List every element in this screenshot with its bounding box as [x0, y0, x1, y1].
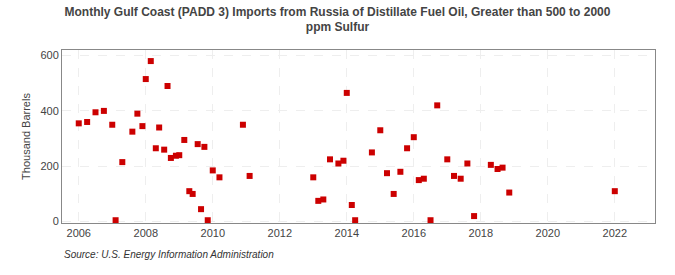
svg-text:200: 200 [40, 160, 58, 172]
svg-text:400: 400 [40, 105, 58, 117]
svg-text:2020: 2020 [536, 227, 560, 239]
svg-text:2014: 2014 [335, 227, 359, 239]
svg-text:2016: 2016 [402, 227, 426, 239]
svg-text:0: 0 [53, 215, 59, 227]
svg-text:2008: 2008 [134, 227, 158, 239]
svg-text:2006: 2006 [67, 227, 91, 239]
svg-text:2018: 2018 [469, 227, 493, 239]
svg-text:Thousand Barrels: Thousand Barrels [20, 93, 32, 180]
svg-text:Monthly Gulf Coast (PADD 3) Im: Monthly Gulf Coast (PADD 3) Imports from… [65, 5, 611, 35]
svg-text:Source: U.S. Energy Informatio: Source: U.S. Energy Information Administ… [64, 249, 274, 260]
svg-text:600: 600 [40, 49, 58, 61]
svg-text:2022: 2022 [603, 227, 627, 239]
svg-text:2010: 2010 [201, 227, 225, 239]
svg-text:2012: 2012 [268, 227, 292, 239]
